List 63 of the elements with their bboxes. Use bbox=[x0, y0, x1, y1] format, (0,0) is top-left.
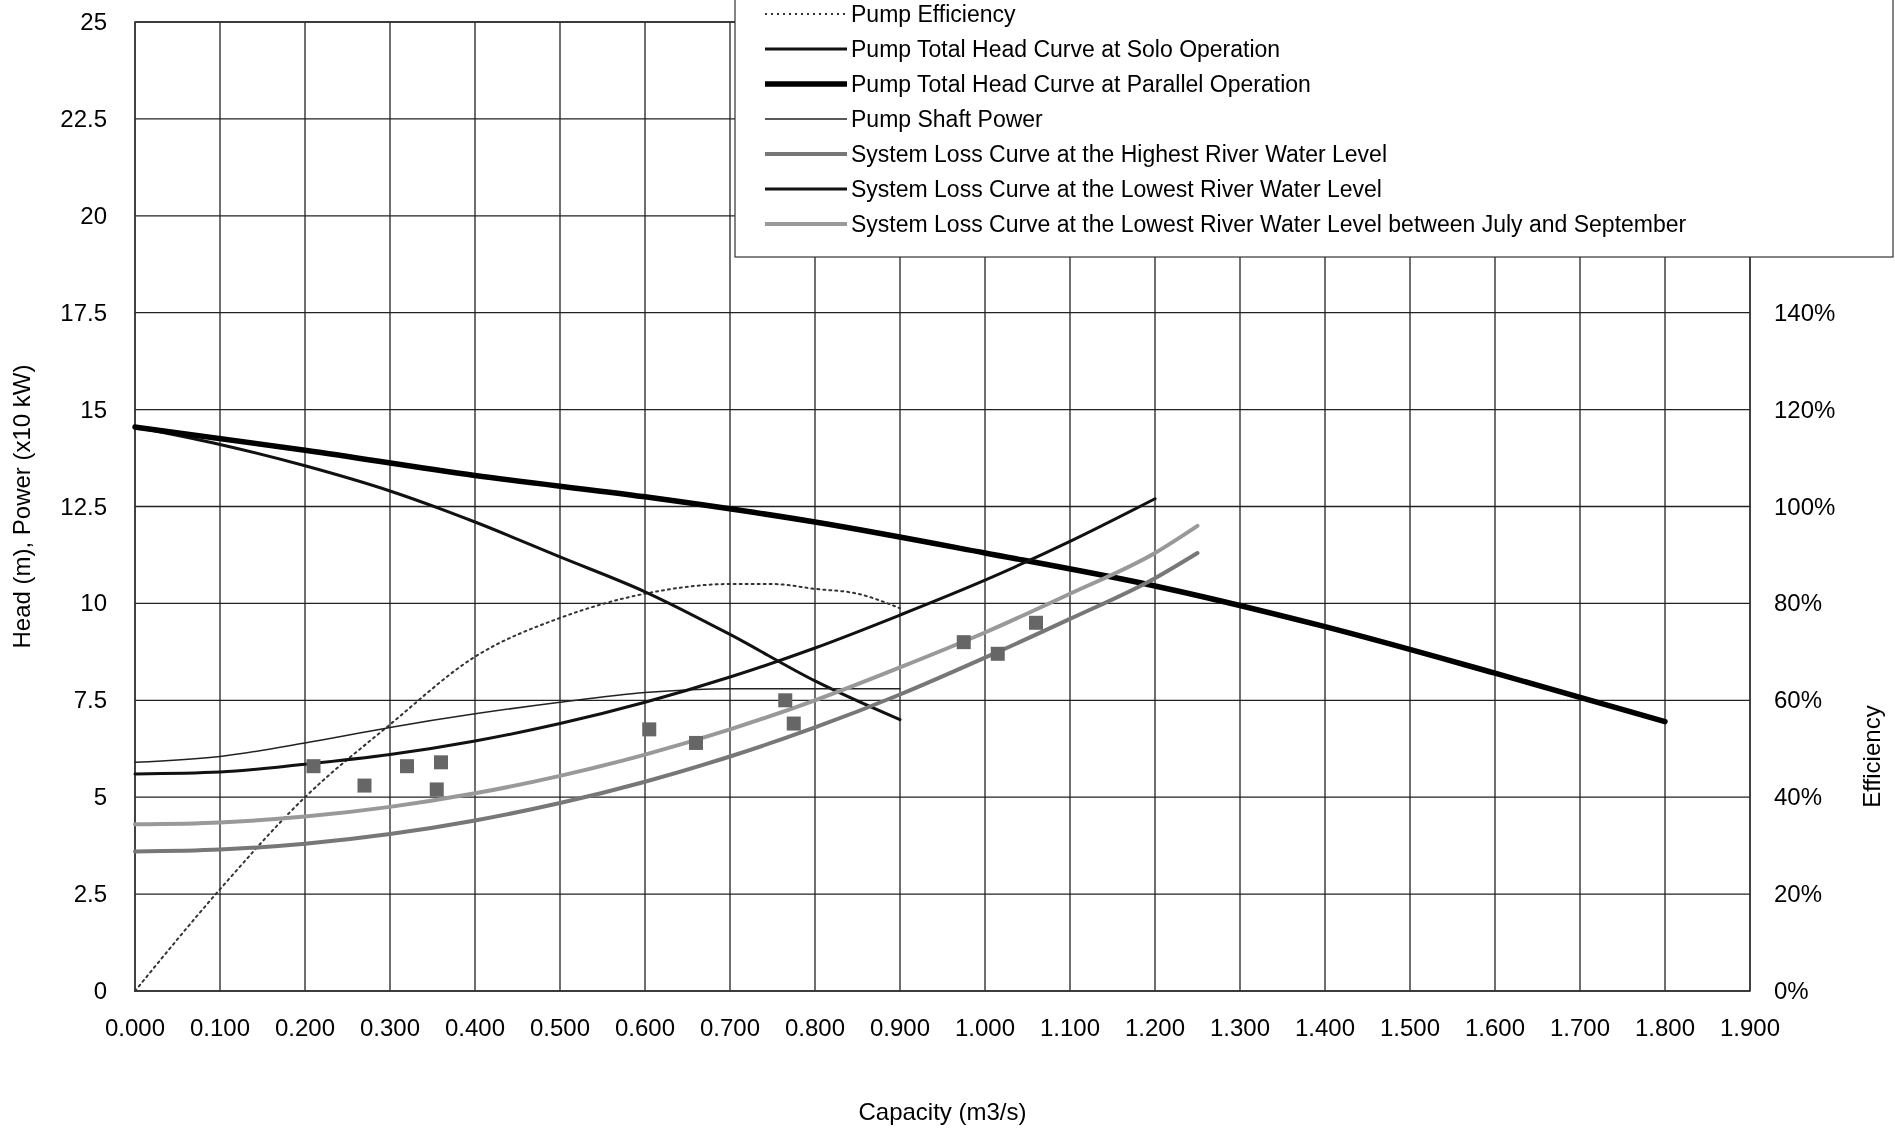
point bbox=[434, 755, 448, 770]
point bbox=[642, 722, 657, 737]
y2-axis-title: Efficiency bbox=[1858, 705, 1885, 808]
y2-tick-label: 60% bbox=[1774, 686, 1823, 714]
point bbox=[689, 735, 703, 750]
point bbox=[400, 759, 414, 774]
x-tick-label: 1.000 bbox=[954, 1014, 1016, 1041]
y-tick-label: 17.5 bbox=[60, 298, 107, 326]
x-tick-label: 1.800 bbox=[1634, 1014, 1696, 1041]
y-tick-label: 5 bbox=[93, 783, 107, 811]
y-tick-label: 25 bbox=[80, 8, 107, 35]
x-tick-label: 1.700 bbox=[1549, 1014, 1611, 1041]
point bbox=[1029, 615, 1043, 630]
x-tick-label: 1.100 bbox=[1039, 1014, 1101, 1041]
y-tick-label: 12.5 bbox=[60, 492, 107, 520]
x-tick-label: 1.300 bbox=[1209, 1014, 1271, 1041]
x-tick-label: 0.600 bbox=[614, 1014, 676, 1041]
y2-tick-label: 120% bbox=[1774, 395, 1836, 423]
y2-tick-label: 140% bbox=[1774, 298, 1836, 326]
point bbox=[778, 693, 793, 708]
x-tick-label: 1.900 bbox=[1719, 1014, 1781, 1041]
y2-tick-label: 0% bbox=[1774, 977, 1809, 1004]
legend-label: System Loss Curve at the Lowest River Water Level between July and September bbox=[851, 211, 1687, 237]
x-tick-label: 0.100 bbox=[189, 1014, 251, 1041]
x-tick-label: 0.200 bbox=[274, 1014, 336, 1041]
y-tick-label: 7.5 bbox=[73, 686, 107, 714]
x-tick-label: 1.400 bbox=[1294, 1014, 1356, 1041]
x-tick-label: 1.500 bbox=[1379, 1014, 1441, 1041]
y-tick-label: 20 bbox=[80, 201, 107, 229]
legend-label: Pump Total Head Curve at Parallel Operation bbox=[851, 71, 1311, 97]
y-tick-label: 10 bbox=[80, 589, 107, 617]
y-tick-label: 2.5 bbox=[73, 880, 107, 908]
line-series bbox=[133, 551, 1200, 854]
legend-label: Pump Efficiency bbox=[851, 1, 1016, 27]
x-tick-label: 0.700 bbox=[699, 1014, 761, 1041]
x-tick-label: 1.200 bbox=[1124, 1014, 1186, 1041]
line-series bbox=[133, 523, 1200, 827]
y-axis-title: Head (m), Power (x10 kW) bbox=[8, 364, 35, 649]
y-tick-label: 0 bbox=[93, 977, 107, 1004]
point bbox=[306, 759, 321, 774]
point bbox=[429, 782, 444, 797]
y2-tick-label: 20% bbox=[1774, 880, 1823, 908]
x-tick-label: 0.300 bbox=[359, 1014, 421, 1041]
x-tick-label: 0.000 bbox=[104, 1014, 166, 1041]
x-tick-label: 0.500 bbox=[529, 1014, 591, 1041]
x-tick-label: 0.800 bbox=[784, 1014, 846, 1041]
point bbox=[357, 778, 372, 793]
point bbox=[990, 646, 1005, 661]
y2-tick-label: 40% bbox=[1774, 783, 1823, 811]
legend-label: System Loss Curve at the Highest River Water Level bbox=[851, 141, 1388, 167]
point bbox=[786, 716, 801, 731]
legend-label: Pump Shaft Power bbox=[851, 106, 1044, 132]
legend-label: System Loss Curve at the Lowest River Water Level bbox=[851, 176, 1382, 202]
x-axis-title: Capacity (m3/s) bbox=[858, 1098, 1027, 1125]
y2-tick-label: 100% bbox=[1774, 492, 1836, 520]
y-tick-label: 15 bbox=[80, 395, 107, 423]
point bbox=[956, 635, 971, 650]
x-tick-label: 0.900 bbox=[869, 1014, 931, 1041]
legend-label: Pump Total Head Curve at Solo Operation bbox=[851, 36, 1281, 62]
x-tick-label: 0.400 bbox=[444, 1014, 506, 1041]
y-tick-label: 22.5 bbox=[60, 104, 107, 132]
x-tick-label: 1.600 bbox=[1464, 1014, 1526, 1041]
y2-tick-label: 80% bbox=[1774, 589, 1823, 617]
